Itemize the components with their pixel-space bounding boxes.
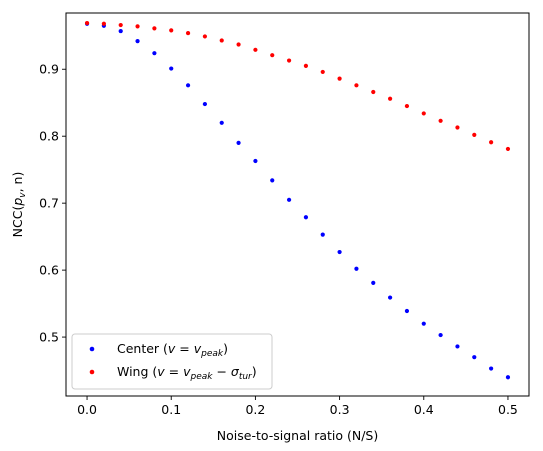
wing-point bbox=[253, 47, 258, 52]
wing-point bbox=[438, 118, 443, 123]
legend-wing-sub: peak bbox=[189, 372, 213, 382]
center-point bbox=[337, 249, 342, 255]
center-point bbox=[354, 266, 359, 271]
center-point bbox=[489, 366, 494, 371]
y-axis-label: NCC(pv, n) bbox=[10, 172, 28, 238]
wing-point bbox=[472, 132, 477, 137]
center-point bbox=[219, 120, 224, 125]
wing-point bbox=[455, 125, 460, 130]
center-point bbox=[505, 375, 511, 380]
wing-point bbox=[84, 20, 90, 26]
center-point bbox=[202, 101, 207, 107]
wing-point bbox=[135, 24, 140, 29]
y-axis: 0.5 0.6 0.7 0.8 0.9 bbox=[39, 62, 66, 345]
wing-point bbox=[337, 76, 342, 81]
center-point bbox=[185, 83, 191, 88]
legend-wing-minus: − σ bbox=[212, 364, 239, 379]
center-point bbox=[472, 355, 477, 360]
center-point bbox=[388, 295, 393, 300]
wing-point bbox=[152, 26, 157, 31]
center-point bbox=[253, 158, 258, 164]
wing-point bbox=[169, 28, 174, 33]
y-axis-label-subscript: v bbox=[18, 192, 28, 198]
y-axis-label-base: NCC( bbox=[10, 206, 25, 238]
legend-box bbox=[71, 333, 273, 390]
series-wing bbox=[84, 20, 511, 152]
legend-center-main: v = v bbox=[168, 341, 202, 356]
wing-point bbox=[185, 30, 191, 36]
center-point bbox=[169, 66, 174, 71]
legend-label-wing: Wing (v = vpeak − σtur) bbox=[117, 364, 257, 382]
x-tick-label: 0.4 bbox=[414, 402, 434, 417]
legend-center-sub: peak bbox=[200, 349, 224, 359]
wing-point bbox=[286, 58, 292, 63]
center-point bbox=[135, 39, 140, 44]
y-tick-label: 0.5 bbox=[39, 330, 59, 345]
wing-point bbox=[404, 103, 410, 109]
center-point bbox=[404, 308, 410, 314]
legend-wing-sub2: tur bbox=[239, 372, 253, 382]
center-point bbox=[118, 28, 123, 34]
wing-point bbox=[202, 34, 207, 39]
center-point bbox=[286, 197, 292, 202]
y-tick-label: 0.7 bbox=[39, 196, 59, 211]
wing-point bbox=[371, 89, 376, 95]
wing-point bbox=[219, 38, 224, 43]
legend-marker-center bbox=[89, 346, 95, 352]
center-point bbox=[303, 215, 309, 220]
legend-wing-suffix: ) bbox=[252, 364, 257, 379]
x-axis: 0.0 0.1 0.2 0.3 0.4 0.5 bbox=[77, 396, 518, 417]
center-point bbox=[152, 51, 157, 56]
plot-frame bbox=[65, 12, 530, 397]
wing-point bbox=[101, 21, 106, 26]
wing-point bbox=[505, 146, 511, 152]
wing-point bbox=[303, 63, 309, 68]
wing-point bbox=[270, 53, 275, 58]
center-point bbox=[270, 178, 275, 183]
wing-point bbox=[354, 83, 359, 88]
x-axis-label: Noise-to-signal ratio (N/S) bbox=[217, 428, 378, 443]
wing-point bbox=[320, 69, 325, 75]
x-tick-label: 0.5 bbox=[498, 402, 518, 417]
center-point bbox=[320, 232, 325, 237]
legend-center-suffix: ) bbox=[223, 341, 228, 356]
y-tick-label: 0.9 bbox=[39, 62, 59, 77]
x-tick-label: 0.2 bbox=[245, 402, 265, 417]
legend-wing-main: v = v bbox=[157, 364, 191, 379]
center-point bbox=[455, 344, 460, 349]
wing-point bbox=[236, 42, 241, 47]
wing-point bbox=[489, 140, 494, 145]
x-tick-label: 0.0 bbox=[77, 402, 97, 417]
center-point bbox=[438, 332, 443, 338]
y-axis-label-p: p bbox=[10, 198, 25, 207]
legend-center-prefix: Center ( bbox=[117, 341, 168, 356]
legend: Center (v = vpeak) Wing (v = vpeak − σtu… bbox=[71, 333, 273, 390]
center-point bbox=[236, 140, 241, 145]
wing-point bbox=[421, 111, 426, 116]
y-tick-label: 0.6 bbox=[39, 263, 59, 278]
x-tick-label: 0.3 bbox=[330, 402, 350, 417]
wing-point bbox=[118, 22, 123, 28]
center-point bbox=[421, 321, 426, 326]
wing-point bbox=[388, 96, 393, 101]
legend-marker-wing bbox=[89, 369, 95, 375]
y-axis-label-rest: , n) bbox=[10, 172, 25, 193]
y-tick-label: 0.8 bbox=[39, 129, 59, 144]
legend-wing-prefix: Wing ( bbox=[117, 364, 157, 379]
data-points bbox=[84, 20, 511, 380]
center-point bbox=[371, 280, 376, 285]
legend-label-center: Center (v = vpeak) bbox=[117, 341, 228, 359]
x-tick-label: 0.1 bbox=[161, 402, 181, 417]
